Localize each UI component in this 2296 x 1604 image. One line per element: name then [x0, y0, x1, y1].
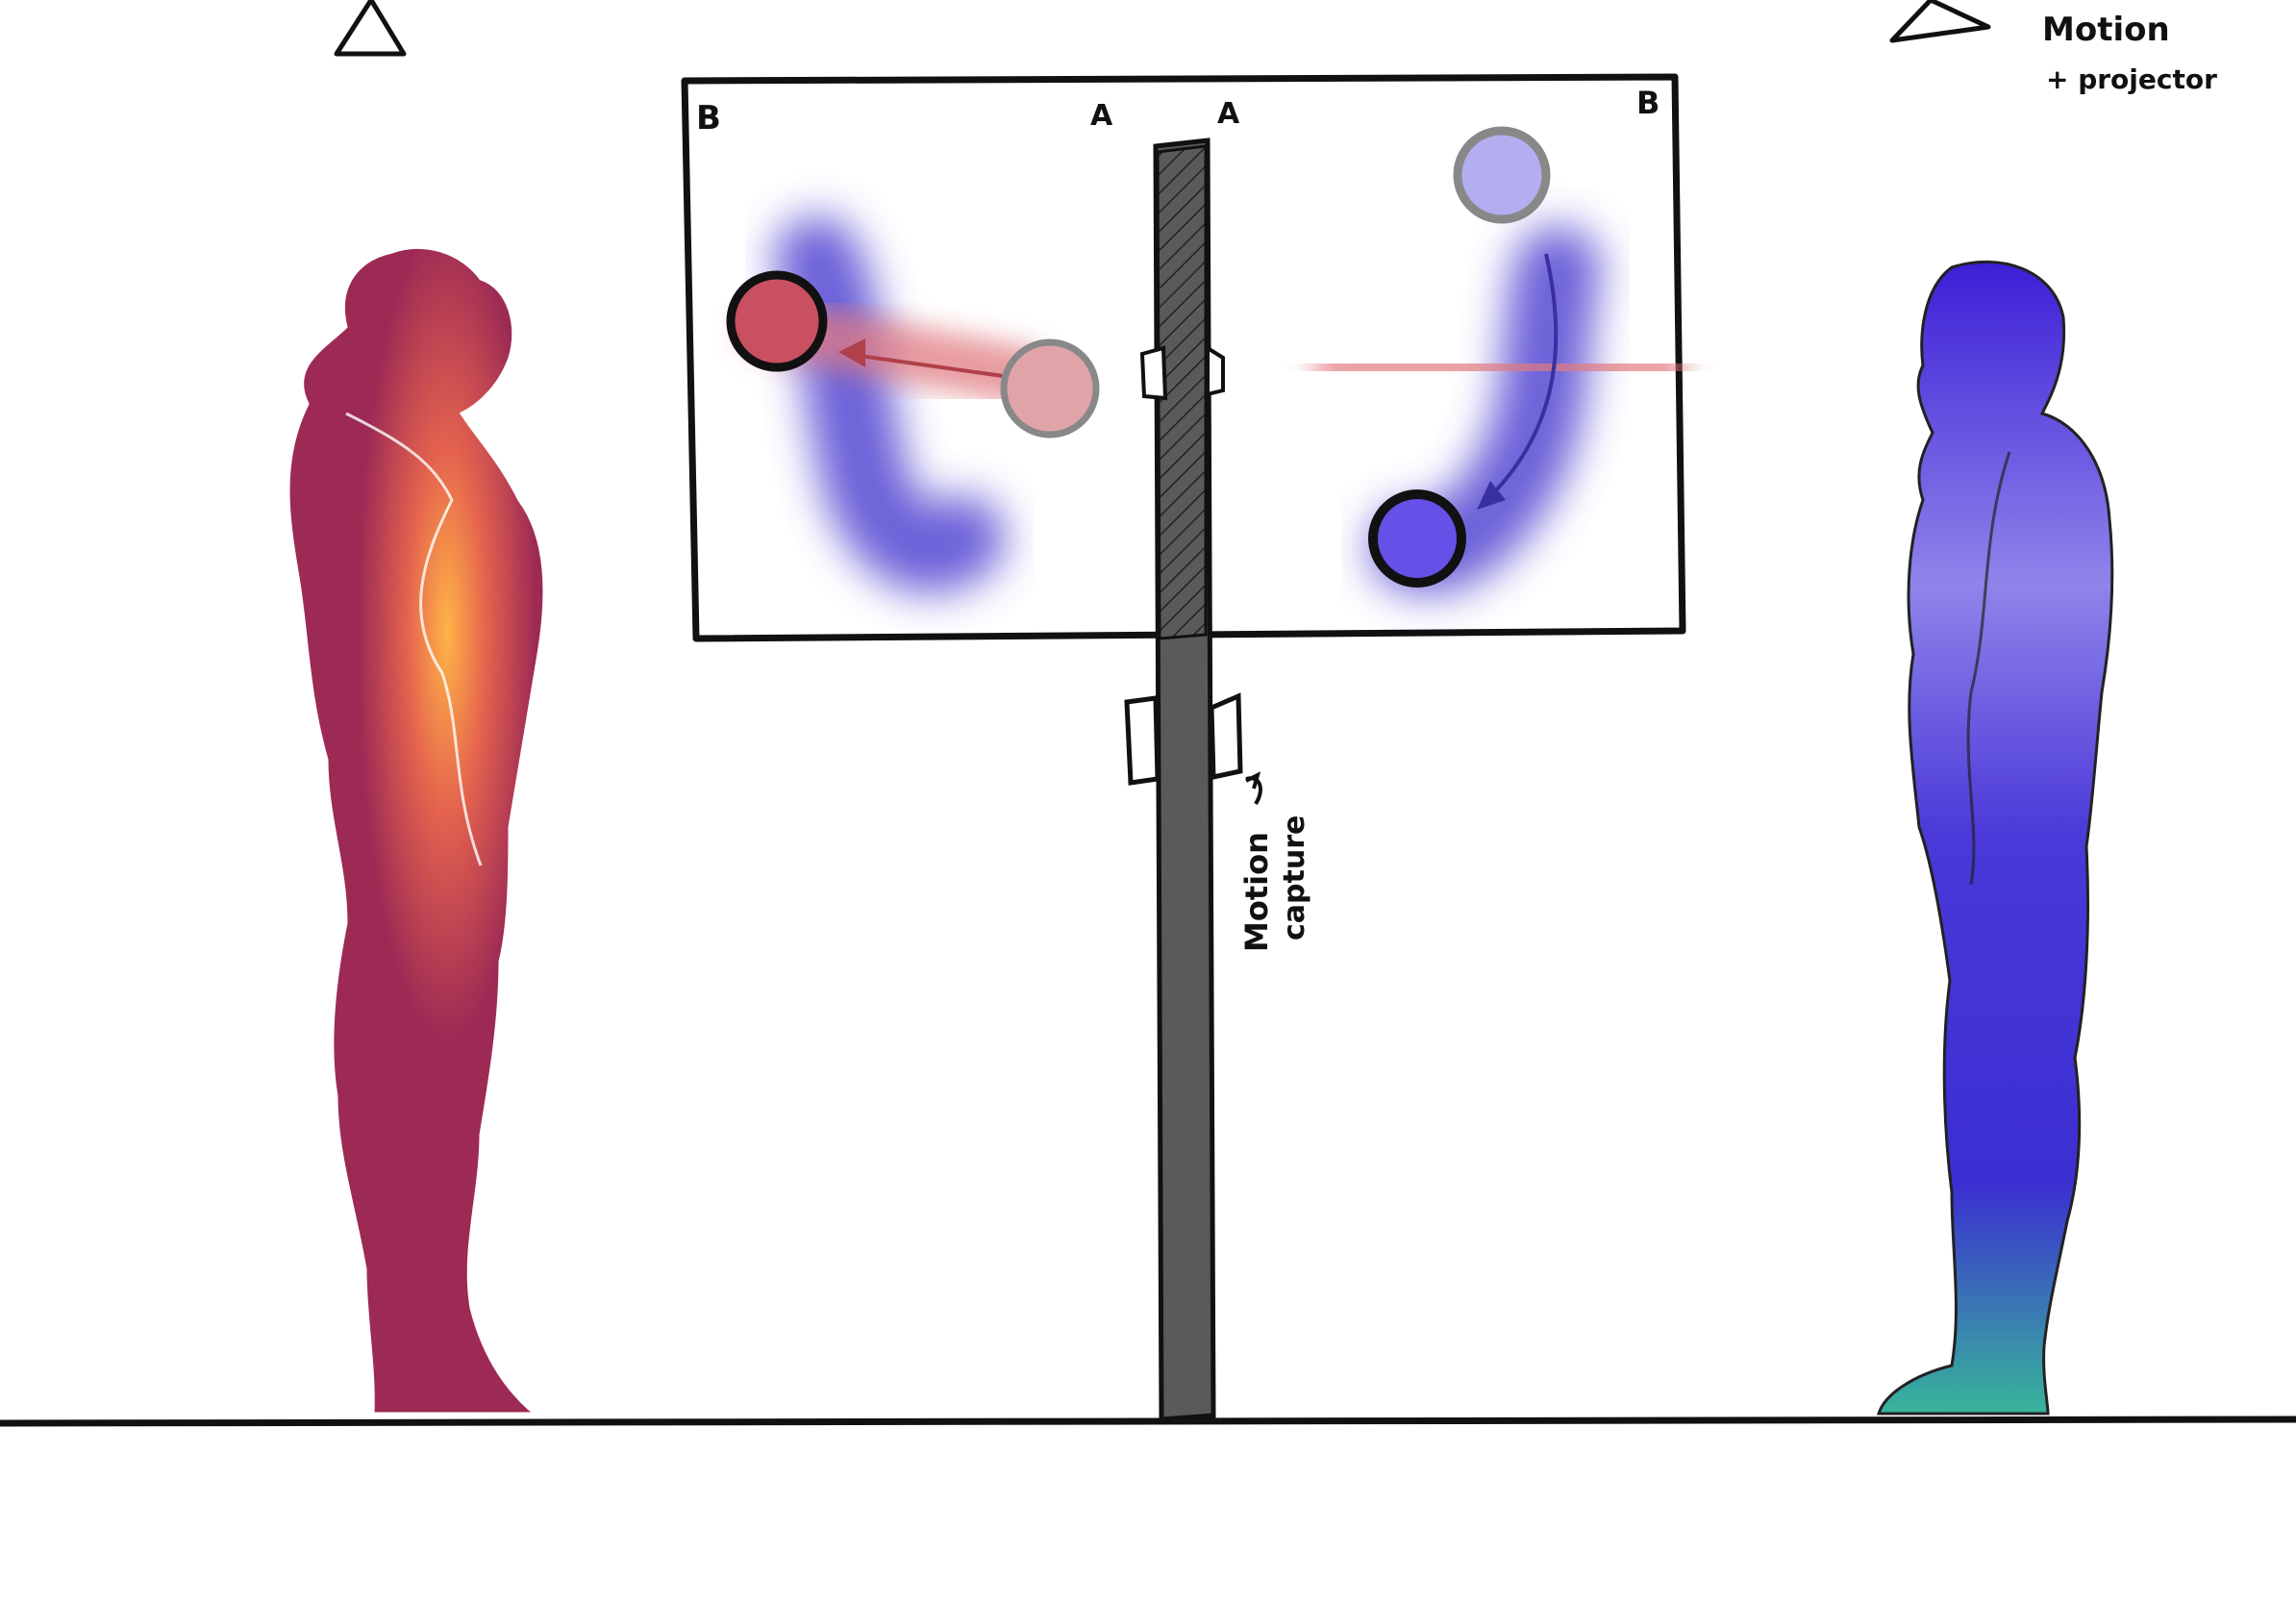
blue-ball	[1368, 489, 1466, 588]
left-person-silhouette	[287, 245, 546, 1416]
projector-label-line2: + projector	[2046, 63, 2217, 95]
red-ball	[726, 270, 828, 372]
divider-pole	[1124, 138, 1262, 1422]
motion-capture-label-line1: Motion	[1238, 832, 1275, 952]
floor-line	[0, 1416, 2296, 1427]
right-person-silhouette	[1876, 260, 2114, 1416]
motion-capture-label-line2: capture	[1278, 815, 1311, 940]
projector-triangle-icon	[1889, 0, 1991, 43]
screen-corner-label-left: B	[696, 99, 721, 138]
screen-corner-label-right: B	[1636, 85, 1660, 121]
pole-mark-left: A	[1090, 99, 1113, 133]
pole-mark-right: A	[1217, 97, 1240, 131]
blue-ball-ghost	[1453, 126, 1551, 224]
motion-capture-sensor	[1209, 692, 1243, 781]
motion-capture-sensor	[1124, 695, 1160, 786]
projector-triangle-icon	[334, 0, 407, 57]
projector-label-line1: Motion	[2042, 11, 2170, 49]
red-ball-ghost	[1000, 338, 1100, 439]
